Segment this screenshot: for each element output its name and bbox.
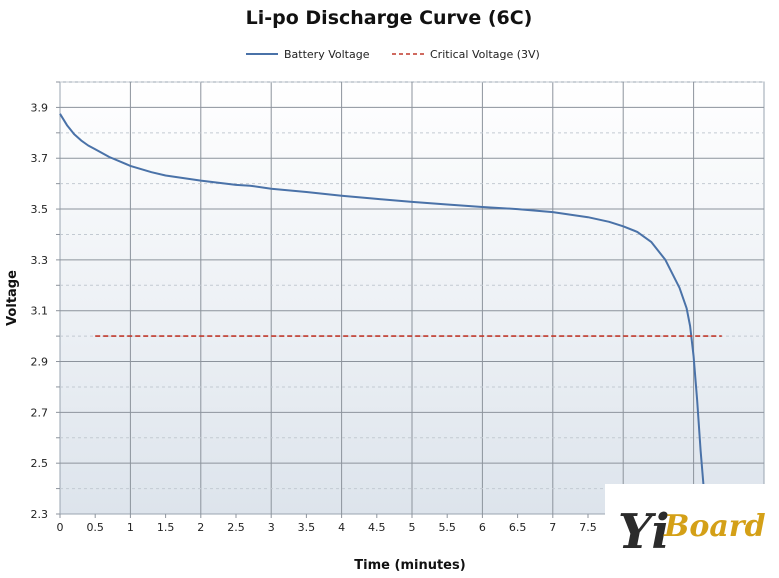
- watermark-text-board: Board: [663, 509, 766, 544]
- legend-label-critical-voltage: Critical Voltage (3V): [430, 48, 540, 61]
- watermark-logo: Yi Board: [605, 484, 779, 578]
- legend: Battery Voltage Critical Voltage (3V): [246, 48, 540, 61]
- x-tick-label: 3.5: [298, 521, 316, 534]
- x-tick-label: 1: [127, 521, 134, 534]
- y-tick-label: 3.1: [31, 305, 49, 318]
- legend-label-battery-voltage: Battery Voltage: [284, 48, 370, 61]
- y-tick-label: 2.3: [31, 508, 49, 521]
- x-tick-label: 3: [268, 521, 275, 534]
- grid: [60, 81, 764, 514]
- x-tick-label: 5: [409, 521, 416, 534]
- x-axis-ticks: 00.511.522.533.544.555.566.577.58: [57, 514, 627, 534]
- x-tick-label: 5.5: [438, 521, 456, 534]
- chart-title: Li-po Discharge Curve (6C): [246, 7, 533, 29]
- x-tick-label: 6: [479, 521, 486, 534]
- y-tick-label: 3.5: [31, 203, 49, 216]
- x-tick-label: 6.5: [509, 521, 527, 534]
- y-tick-label: 3.7: [31, 152, 49, 165]
- x-tick-label: 7: [549, 521, 556, 534]
- x-tick-label: 2: [197, 521, 204, 534]
- y-tick-label: 3.3: [31, 254, 49, 267]
- x-tick-label: 2.5: [227, 521, 245, 534]
- x-tick-label: 0.5: [86, 521, 104, 534]
- x-tick-label: 1.5: [157, 521, 175, 534]
- y-axis-ticks: 2.3 2.5 2.7 2.9 3.1 3.3 3.5 3.7 3.9: [31, 81, 60, 521]
- x-tick-label: 7.5: [579, 521, 597, 534]
- series-group: [59, 113, 722, 494]
- y-tick-label: 3.9: [31, 101, 49, 114]
- series-line-battery-voltage: [59, 113, 706, 494]
- x-tick-label: 4: [338, 521, 345, 534]
- x-tick-label: 4.5: [368, 521, 386, 534]
- y-tick-label: 2.5: [31, 457, 49, 470]
- x-tick-label: 0: [57, 521, 64, 534]
- watermark-text-yi: Yi: [618, 504, 670, 560]
- y-axis-title: Voltage: [5, 270, 20, 326]
- y-tick-label: 2.7: [31, 406, 49, 419]
- y-tick-label: 2.9: [31, 356, 49, 369]
- x-axis-title: Time (minutes): [354, 558, 465, 573]
